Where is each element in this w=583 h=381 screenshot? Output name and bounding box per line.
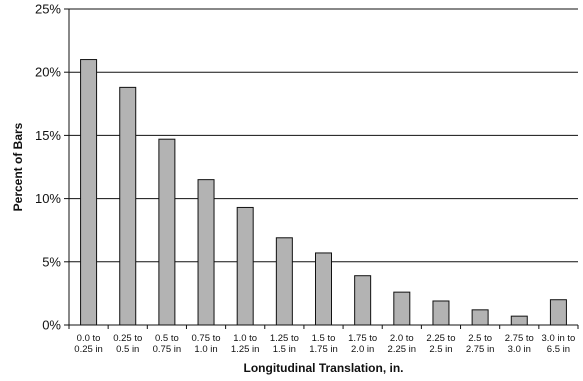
x-tick-label: 1.5 to 1.75 in bbox=[309, 333, 338, 355]
y-tick-label: 20% bbox=[35, 65, 61, 80]
x-tick-label: 1.25 to 1.5 in bbox=[270, 333, 299, 355]
x-tick-labels: 0.0 to 0.25 in 0.25 to 0.5 in 0.5 to 0.75 in 0… bbox=[74, 333, 575, 355]
x-axis-title: Longitudinal Translation, in. bbox=[244, 361, 404, 375]
x-tick-label: 3.0 in to 6.5 in bbox=[542, 333, 576, 355]
y-tick-label: 15% bbox=[35, 128, 61, 143]
bar bbox=[354, 275, 372, 326]
bar bbox=[549, 299, 567, 326]
x-tick-label: 0.5 to 0.75 in bbox=[153, 333, 182, 355]
y-tick-label: 25% bbox=[35, 2, 61, 17]
bar bbox=[510, 315, 528, 326]
x-tick-label: 2.75 to 3.0 in bbox=[505, 333, 534, 355]
grid-lines bbox=[69, 8, 578, 263]
y-axis-title: Percent of Bars bbox=[11, 122, 25, 211]
x-tick-label: 0.25 to 0.5 in bbox=[113, 333, 142, 355]
y-tick-label: 0% bbox=[42, 318, 61, 333]
x-tick-label: 2.25 to 2.5 in bbox=[426, 333, 455, 355]
axes bbox=[64, 8, 579, 329]
bar bbox=[80, 59, 98, 326]
bar bbox=[236, 206, 254, 326]
bar bbox=[197, 179, 215, 326]
x-tick-label: 0.0 to 0.25 in bbox=[74, 333, 103, 355]
x-tick-label: 2.0 to 2.25 in bbox=[388, 333, 417, 355]
bars bbox=[80, 59, 567, 326]
bar bbox=[315, 252, 332, 326]
x-tick-label: 1.0 to 1.25 in bbox=[231, 333, 260, 355]
x-tick-label: 1.75 to 2.0 in bbox=[348, 333, 377, 355]
x-tick-label: 2.5 to 2.75 in bbox=[466, 333, 495, 355]
y-tick-labels: 0% 5% 10% 15% 20% 25% bbox=[35, 2, 61, 333]
bar bbox=[275, 237, 293, 326]
bar bbox=[393, 291, 411, 326]
y-tick-label: 10% bbox=[35, 191, 61, 206]
bar bbox=[158, 138, 176, 326]
bar bbox=[471, 309, 489, 326]
y-tick-label: 5% bbox=[42, 254, 61, 269]
bar bbox=[432, 300, 450, 326]
bar bbox=[119, 86, 137, 326]
x-tick-label: 0.75 to 1.0 in bbox=[192, 333, 221, 355]
